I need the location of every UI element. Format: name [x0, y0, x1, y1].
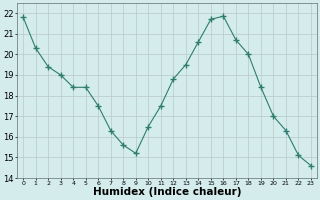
X-axis label: Humidex (Indice chaleur): Humidex (Indice chaleur)	[93, 187, 241, 197]
